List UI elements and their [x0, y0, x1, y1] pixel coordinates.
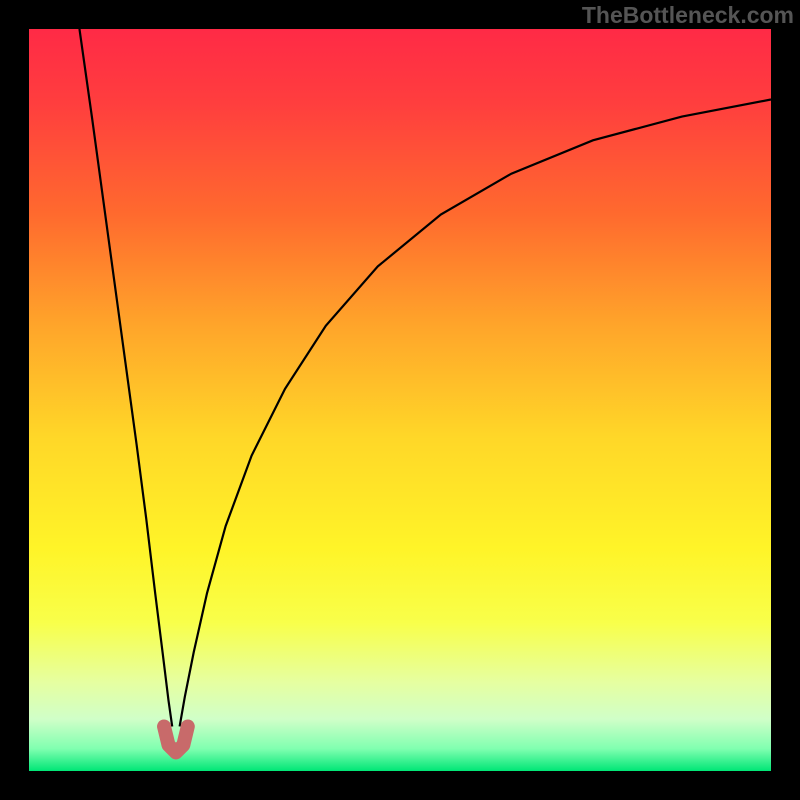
plot-area	[29, 29, 771, 771]
curve-layer	[29, 29, 771, 771]
dip-marker	[164, 726, 188, 752]
curve-left-branch	[79, 29, 172, 726]
curve-right-branch	[180, 99, 771, 726]
watermark-text: TheBottleneck.com	[582, 2, 794, 29]
chart-container: TheBottleneck.com	[0, 0, 800, 800]
